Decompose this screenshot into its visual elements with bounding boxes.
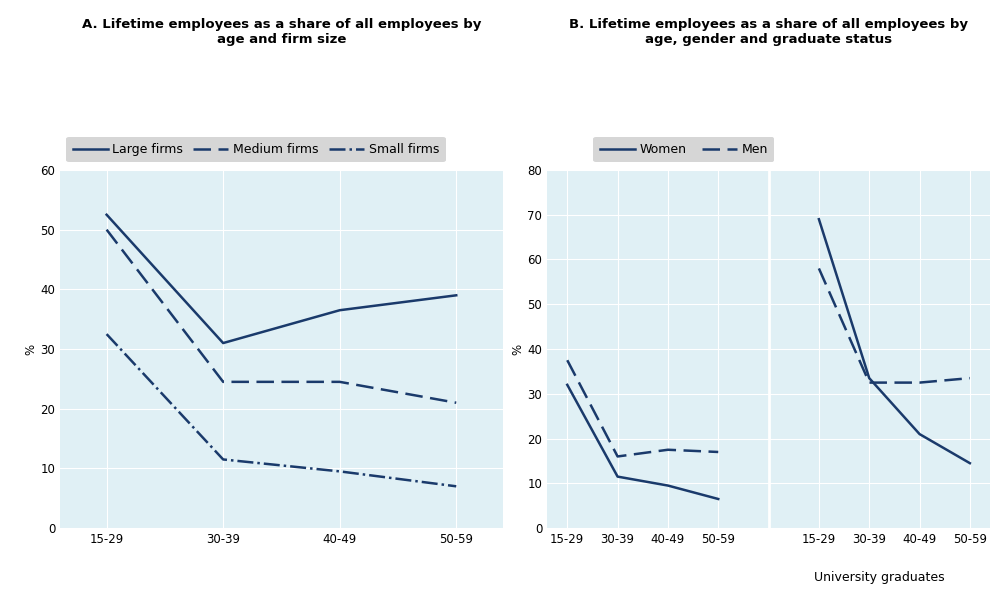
Text: University graduates: University graduates [814,571,945,583]
Y-axis label: %: % [512,344,525,354]
Legend: Women, Men: Women, Men [593,137,774,162]
Text: B. Lifetime employees as a share of all employees by
age, gender and graduate st: B. Lifetime employees as a share of all … [569,18,968,46]
Y-axis label: %: % [24,344,37,354]
Text: A. Lifetime employees as a share of all employees by
age and firm size: A. Lifetime employees as a share of all … [82,18,481,46]
Legend: Large firms, Medium firms, Small firms: Large firms, Medium firms, Small firms [66,137,446,162]
